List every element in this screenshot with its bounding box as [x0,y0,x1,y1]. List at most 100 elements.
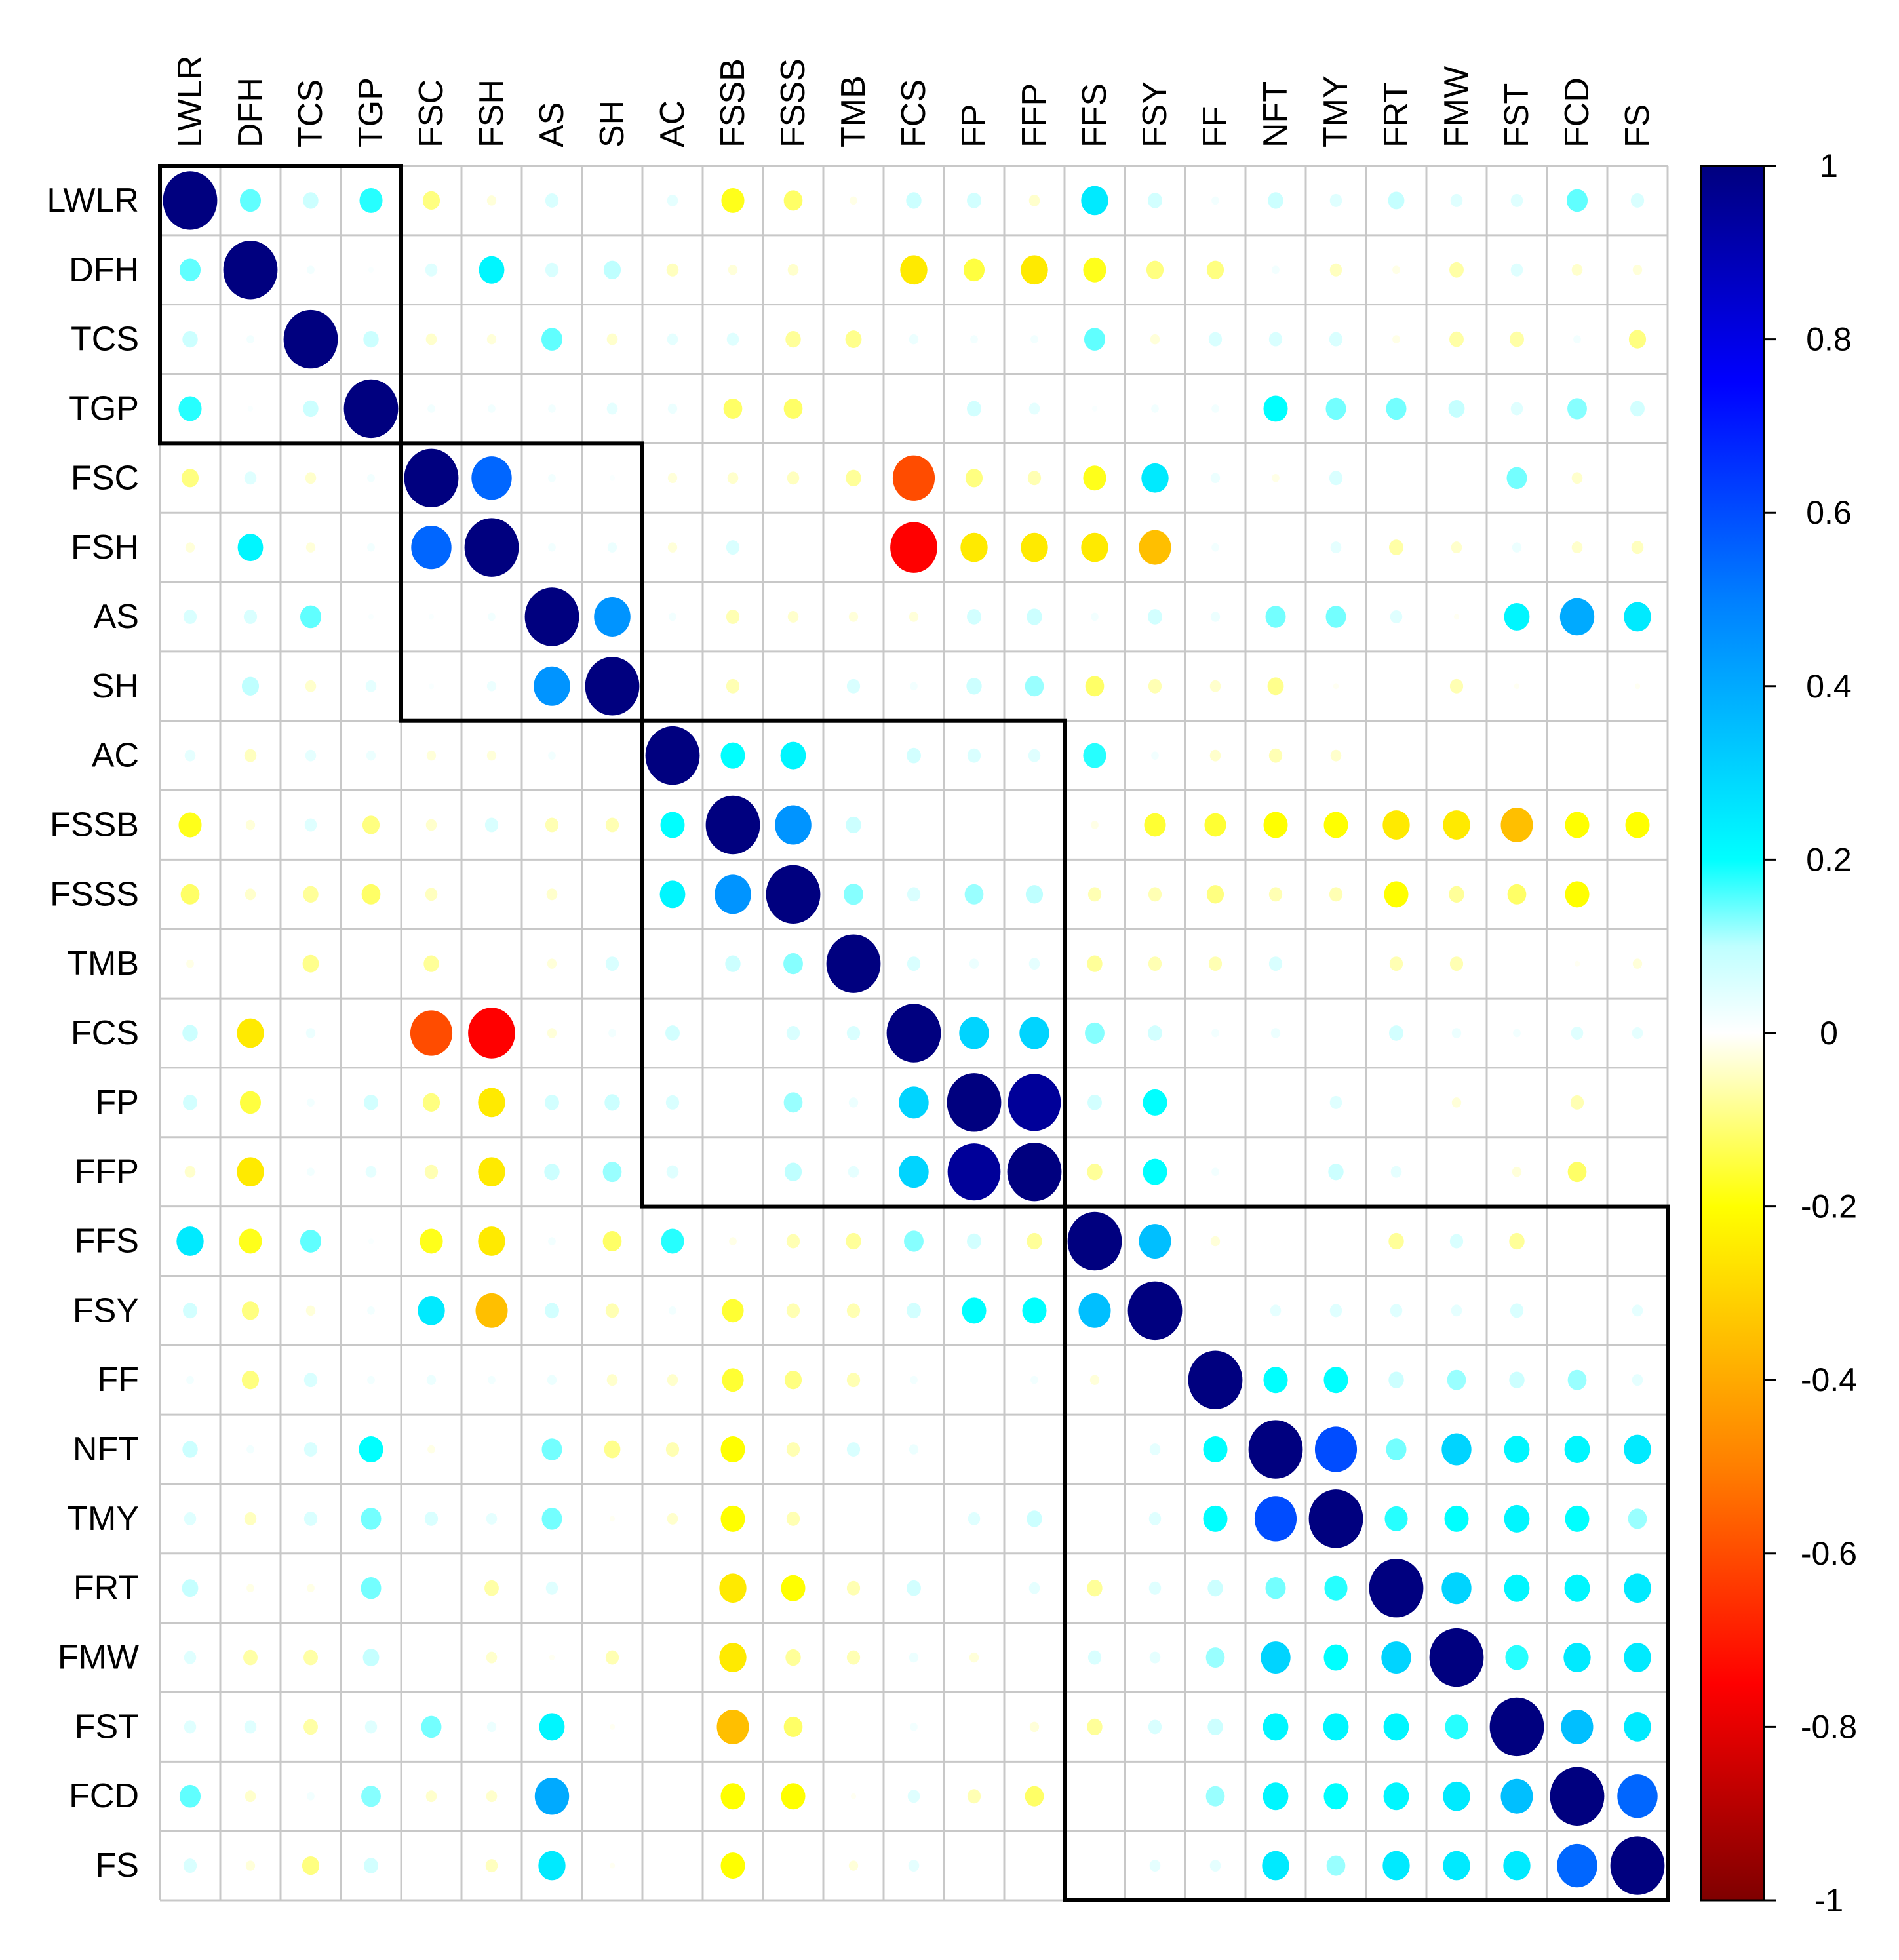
corr-circle-TGP-TCS [303,400,319,418]
corr-circle-SH-FS [1634,683,1641,690]
corr-circle-TGP-LWLR [178,396,202,421]
corr-circle-FFS-AC [661,1228,684,1254]
corr-circle-FS-SH [609,1862,616,1869]
corr-circle-TGP-FSC [427,404,435,413]
corr-circle-FF-FST [1509,1371,1525,1388]
row-label-fssb: FSSB [50,806,139,844]
corr-circle-DFH-LWLR [179,258,201,282]
corr-circle-FCS-FCS [886,1004,941,1063]
corr-circle-FST-FFP [1029,1721,1040,1733]
corr-circle-FRT-LWLR [182,1579,199,1597]
corr-circle-AC-TMY [1330,749,1342,762]
corr-circle-FST-FSSB [716,1709,749,1744]
corr-circle-FSY-TMY [1329,1304,1342,1318]
corr-circle-FSSB-SH [605,817,619,833]
corr-circle-AS-FFP [1027,608,1042,625]
colorbar-tick-label: 0 [1820,1015,1838,1051]
corr-circle-FF-FMW [1447,1369,1466,1390]
corr-circle-FFS-FST [1509,1232,1525,1250]
corr-circle-FSSB-TGP [362,815,380,834]
corr-circle-AC-LWLR [184,749,196,762]
corr-circle-TGP-FFS [1091,405,1098,412]
corr-circle-NFT-FSSS [786,1442,800,1457]
corr-circle-FMW-TGP [362,1649,380,1666]
corr-circle-FMW-AS [549,1655,555,1661]
corr-circle-FSH-FS [1631,541,1644,555]
corr-circle-FSC-FST [1506,467,1527,490]
corr-circle-FSH-TGP [367,543,375,552]
corr-circle-FFS-FMW [1449,1234,1464,1249]
corr-circle-FSC-AS [548,473,556,482]
corr-circle-TMY-FSSB [720,1505,745,1532]
corr-circle-DFH-SH [603,260,621,279]
corr-circle-FFS-FFP [1027,1232,1042,1250]
corr-circle-TCS-TMY [1329,332,1343,347]
corr-circle-FF-LWLR [186,1375,194,1384]
corr-circle-FSSS-FSC [425,888,438,901]
corr-circle-FSSB-FSSB [705,795,760,855]
corr-circle-FCS-NFT [1270,1028,1281,1038]
corr-circle-TMB-SH [605,956,619,971]
corr-circle-FCS-LWLR [182,1025,198,1042]
corr-circle-FSSS-AC [659,880,686,909]
corr-circle-TMY-LWLR [184,1512,197,1525]
corr-circle-NFT-TMB [846,1442,861,1457]
corr-circle-FCS-TMB [846,1026,861,1040]
corr-circle-FCD-FSH [486,1790,498,1803]
corr-circle-FST-FCD [1561,1709,1594,1744]
corr-circle-TCS-AC [667,333,678,345]
corr-circle-FST-SH [609,1723,616,1730]
corr-circle-FMW-TMY [1323,1644,1348,1671]
cluster-boxes [158,164,1670,1902]
corr-circle-LWLR-TMY [1329,193,1342,207]
corr-circle-FFS-SH [602,1231,622,1252]
corr-circle-FSSS-LWLR [180,884,200,905]
corr-circle-FCD-LWLR [179,1784,201,1808]
corr-circle-FFS-FSSS [786,1234,800,1249]
corr-circle-FSSB-TCS [304,818,317,832]
corr-circle-FSY-DFH [241,1301,260,1320]
corr-circle-FRT-TMB [846,1580,861,1596]
corr-circle-TMY-FSY [1148,1512,1162,1525]
col-label-fsc: FSC [412,79,450,147]
corr-circle-FF-TMY [1323,1367,1348,1394]
col-label-fsy: FSY [1136,81,1174,147]
corr-circle-LWLR-FSSB [721,187,745,213]
corr-circle-FSSB-NFT [1263,812,1288,838]
corr-circle-NFT-AS [541,1438,562,1460]
corr-circle-FFS-FSC [420,1228,443,1254]
corr-circle-FSY-FFS [1078,1293,1111,1328]
corr-circle-FP-AC [665,1095,680,1110]
corr-circle-FST-FSSS [783,1716,803,1737]
corr-circle-DFH-FCD [1571,264,1583,276]
corr-circle-FRT-AS [545,1581,558,1595]
corr-circle-FSY-FST [1510,1303,1524,1318]
corr-circle-NFT-FRT [1386,1438,1407,1460]
corr-circle-AS-SH [594,597,631,637]
corr-circle-FFP-FST [1512,1166,1522,1177]
corr-circle-FRT-NFT [1265,1577,1286,1599]
corr-circle-FMW-FRT [1381,1641,1411,1674]
colorbar-tick-label: -0.2 [1801,1188,1857,1225]
corr-circle-FFS-FSH [478,1226,505,1256]
corr-circle-FRT-FS [1624,1573,1651,1603]
corr-circle-FCS-FST [1513,1029,1521,1038]
corr-circle-AS-DFH [243,610,258,624]
corr-circle-SH-FST [1514,683,1520,690]
corr-circle-AS-FCD [1559,598,1595,636]
col-label-fsss: FSSS [774,58,812,147]
corr-circle-FFS-FRT [1388,1232,1404,1250]
corr-circle-FF-FSH [488,1375,496,1384]
row-label-ff: FF [97,1361,139,1399]
corr-circle-FSSS-FSSS [766,865,821,924]
col-label-tgp: TGP [352,77,390,147]
corr-circle-SH-FSSB [726,678,740,694]
corr-circle-AC-FSC [426,750,437,761]
corr-circle-SH-FSH [486,681,497,692]
corr-circle-SH-TMB [846,678,861,694]
corr-circle-FP-FFS [1087,1095,1102,1110]
corr-circle-FMW-FCS [909,1652,919,1663]
corr-circle-DFH-FSSS [787,264,799,276]
cluster-box-4 [1063,1204,1670,1902]
corr-circle-TMY-FF [1203,1505,1228,1532]
